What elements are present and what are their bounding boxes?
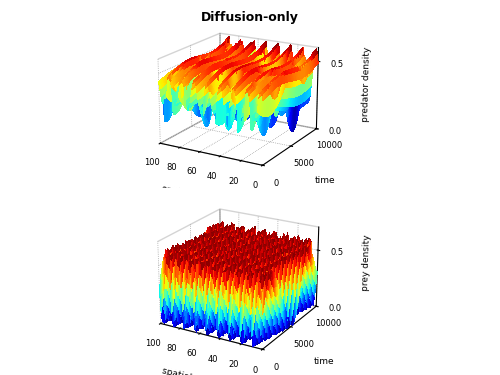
Y-axis label: time: time	[314, 176, 335, 184]
X-axis label: spatial grids: spatial grids	[161, 184, 218, 205]
X-axis label: spatial grids: spatial grids	[162, 367, 218, 375]
Y-axis label: time: time	[314, 357, 334, 366]
Text: Diffusion-only: Diffusion-only	[201, 11, 299, 24]
